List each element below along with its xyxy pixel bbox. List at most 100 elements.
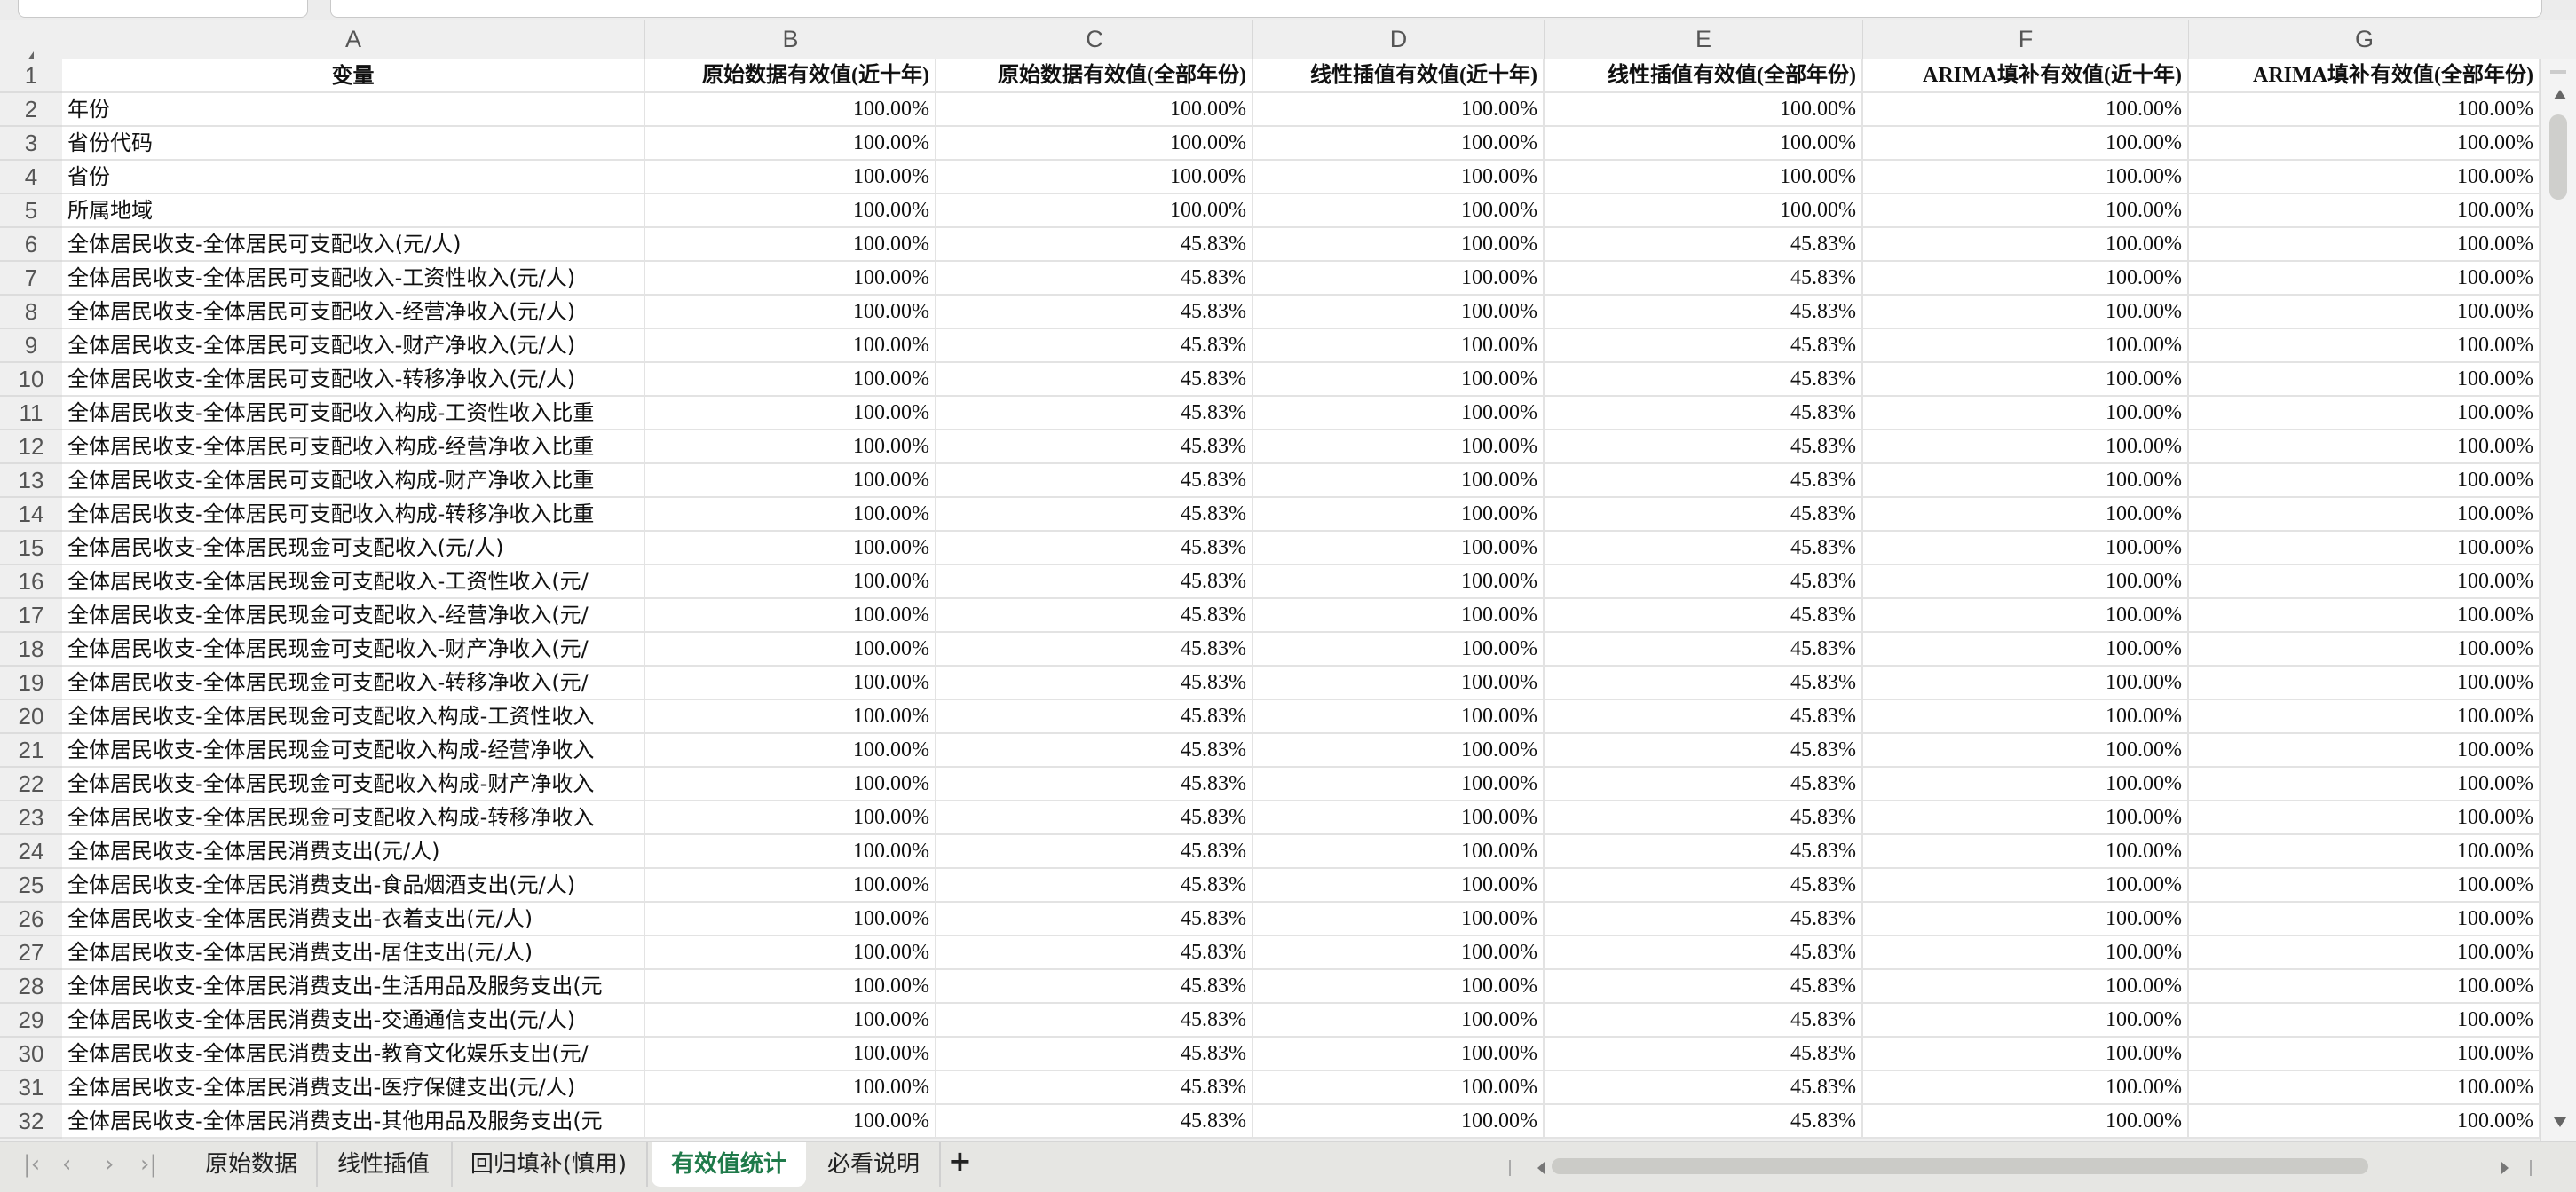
cell-variable[interactable]: 全体居民收支-全体居民可支配收入-转移净收入(元/人) bbox=[62, 363, 645, 397]
cell-orig-all[interactable]: 45.83% bbox=[936, 835, 1253, 869]
cell-arima-all[interactable]: 100.00% bbox=[2189, 430, 2540, 464]
cell-orig-10y[interactable]: 100.00% bbox=[645, 127, 936, 161]
cell-linear-10y[interactable]: 100.00% bbox=[1253, 565, 1545, 599]
cell-orig-10y[interactable]: 100.00% bbox=[645, 970, 936, 1004]
cell-arima-10y[interactable]: 100.00% bbox=[1863, 768, 2189, 801]
cell-orig-all[interactable]: 45.83% bbox=[936, 700, 1253, 734]
cell-orig-10y[interactable]: 100.00% bbox=[645, 835, 936, 869]
cell-linear-all[interactable]: 45.83% bbox=[1545, 464, 1863, 498]
row-number[interactable]: 30 bbox=[0, 1038, 62, 1071]
header-cell-orig-10y[interactable]: 原始数据有效值(近十年) bbox=[645, 59, 936, 93]
cell-linear-10y[interactable]: 100.00% bbox=[1253, 464, 1545, 498]
cell-arima-all[interactable]: 100.00% bbox=[2189, 464, 2540, 498]
cell-arima-all[interactable]: 100.00% bbox=[2189, 700, 2540, 734]
row-number[interactable]: 12 bbox=[0, 430, 62, 464]
cell-arima-all[interactable]: 100.00% bbox=[2189, 329, 2540, 363]
cell-arima-10y[interactable]: 100.00% bbox=[1863, 869, 2189, 903]
cell-linear-10y[interactable]: 100.00% bbox=[1253, 1004, 1545, 1038]
cell-linear-all[interactable]: 45.83% bbox=[1545, 565, 1863, 599]
cell-orig-all[interactable]: 45.83% bbox=[936, 296, 1253, 329]
cell-linear-all[interactable]: 45.83% bbox=[1545, 869, 1863, 903]
row-number[interactable]: 10 bbox=[0, 363, 62, 397]
cell-orig-all[interactable]: 45.83% bbox=[936, 565, 1253, 599]
row-number[interactable]: 15 bbox=[0, 532, 62, 565]
cell-orig-all[interactable]: 45.83% bbox=[936, 633, 1253, 667]
cell-orig-10y[interactable]: 100.00% bbox=[645, 734, 936, 768]
cell-variable[interactable]: 全体居民收支-全体居民可支配收入(元/人) bbox=[62, 228, 645, 262]
cell-arima-10y[interactable]: 100.00% bbox=[1863, 194, 2189, 228]
cell-arima-all[interactable]: 100.00% bbox=[2189, 565, 2540, 599]
cell-linear-all[interactable]: 100.00% bbox=[1545, 93, 1863, 127]
row-number[interactable]: 5 bbox=[0, 194, 62, 228]
header-cell-linear-10y[interactable]: 线性插值有效值(近十年) bbox=[1253, 59, 1545, 93]
column-header-f[interactable]: F bbox=[1863, 20, 2189, 59]
cell-arima-all[interactable]: 100.00% bbox=[2189, 1071, 2540, 1105]
cell-arima-10y[interactable]: 100.00% bbox=[1863, 1004, 2189, 1038]
cell-orig-all[interactable]: 45.83% bbox=[936, 869, 1253, 903]
cell-linear-all[interactable]: 45.83% bbox=[1545, 970, 1863, 1004]
cell-arima-10y[interactable]: 100.00% bbox=[1863, 633, 2189, 667]
cell-orig-all[interactable]: 45.83% bbox=[936, 329, 1253, 363]
cell-arima-10y[interactable]: 100.00% bbox=[1863, 1071, 2189, 1105]
cell-linear-all[interactable]: 45.83% bbox=[1545, 835, 1863, 869]
cell-arima-10y[interactable]: 100.00% bbox=[1863, 1038, 2189, 1071]
cell-arima-all[interactable]: 100.00% bbox=[2189, 262, 2540, 296]
cell-orig-10y[interactable]: 100.00% bbox=[645, 667, 936, 700]
cell-variable[interactable]: 全体居民收支-全体居民消费支出-教育文化娱乐支出(元/ bbox=[62, 1038, 645, 1071]
cell-orig-all[interactable]: 45.83% bbox=[936, 430, 1253, 464]
cell-arima-10y[interactable]: 100.00% bbox=[1863, 903, 2189, 936]
cell-orig-10y[interactable]: 100.00% bbox=[645, 565, 936, 599]
cell-orig-10y[interactable]: 100.00% bbox=[645, 498, 936, 532]
row-number[interactable]: 17 bbox=[0, 599, 62, 633]
row-number[interactable]: 32 bbox=[0, 1105, 62, 1139]
cell-variable[interactable]: 全体居民收支-全体居民可支配收入构成-转移净收入比重 bbox=[62, 498, 645, 532]
cell-linear-all[interactable]: 45.83% bbox=[1545, 532, 1863, 565]
cell-arima-10y[interactable]: 100.00% bbox=[1863, 667, 2189, 700]
column-header-g[interactable]: G bbox=[2189, 20, 2540, 59]
cell-arima-10y[interactable]: 100.00% bbox=[1863, 970, 2189, 1004]
cell-arima-all[interactable]: 100.00% bbox=[2189, 532, 2540, 565]
cell-arima-all[interactable]: 100.00% bbox=[2189, 1038, 2540, 1071]
cell-orig-all[interactable]: 45.83% bbox=[936, 1038, 1253, 1071]
cell-orig-10y[interactable]: 100.00% bbox=[645, 296, 936, 329]
cell-orig-10y[interactable]: 100.00% bbox=[645, 936, 936, 970]
row-number[interactable]: 3 bbox=[0, 127, 62, 161]
cell-linear-10y[interactable]: 100.00% bbox=[1253, 194, 1545, 228]
cell-linear-10y[interactable]: 100.00% bbox=[1253, 700, 1545, 734]
cell-linear-10y[interactable]: 100.00% bbox=[1253, 397, 1545, 430]
cell-linear-all[interactable]: 45.83% bbox=[1545, 700, 1863, 734]
cell-arima-10y[interactable]: 100.00% bbox=[1863, 262, 2189, 296]
cell-arima-all[interactable]: 100.00% bbox=[2189, 498, 2540, 532]
cell-linear-all[interactable]: 100.00% bbox=[1545, 161, 1863, 194]
column-header-d[interactable]: D bbox=[1253, 20, 1545, 59]
cell-linear-all[interactable]: 45.83% bbox=[1545, 296, 1863, 329]
row-number[interactable]: 31 bbox=[0, 1071, 62, 1105]
cell-orig-all[interactable]: 45.83% bbox=[936, 936, 1253, 970]
cell-linear-10y[interactable]: 100.00% bbox=[1253, 161, 1545, 194]
scroll-up-icon[interactable] bbox=[2554, 90, 2566, 99]
cell-linear-all[interactable]: 45.83% bbox=[1545, 734, 1863, 768]
cell-linear-10y[interactable]: 100.00% bbox=[1253, 869, 1545, 903]
row-number[interactable]: 9 bbox=[0, 329, 62, 363]
cell-orig-all[interactable]: 45.83% bbox=[936, 667, 1253, 700]
cell-variable[interactable]: 全体居民收支-全体居民现金可支配收入-经营净收入(元/ bbox=[62, 599, 645, 633]
cell-orig-10y[interactable]: 100.00% bbox=[645, 397, 936, 430]
cell-arima-all[interactable]: 100.00% bbox=[2189, 970, 2540, 1004]
cell-linear-10y[interactable]: 100.00% bbox=[1253, 296, 1545, 329]
cell-arima-10y[interactable]: 100.00% bbox=[1863, 161, 2189, 194]
cell-arima-10y[interactable]: 100.00% bbox=[1863, 296, 2189, 329]
tab-valid-value-stats[interactable]: 有效值统计 bbox=[652, 1142, 806, 1187]
cell-linear-all[interactable]: 45.83% bbox=[1545, 397, 1863, 430]
cell-linear-10y[interactable]: 100.00% bbox=[1253, 127, 1545, 161]
cell-linear-all[interactable]: 45.83% bbox=[1545, 936, 1863, 970]
cell-linear-10y[interactable]: 100.00% bbox=[1253, 329, 1545, 363]
cell-linear-10y[interactable]: 100.00% bbox=[1253, 1038, 1545, 1071]
cell-arima-all[interactable]: 100.00% bbox=[2189, 1105, 2540, 1139]
cell-variable[interactable]: 全体居民收支-全体居民可支配收入-工资性收入(元/人) bbox=[62, 262, 645, 296]
cell-orig-all[interactable]: 45.83% bbox=[936, 397, 1253, 430]
cell-linear-10y[interactable]: 100.00% bbox=[1253, 1071, 1545, 1105]
cell-orig-all[interactable]: 45.83% bbox=[936, 1004, 1253, 1038]
cell-linear-10y[interactable]: 100.00% bbox=[1253, 599, 1545, 633]
cell-linear-all[interactable]: 45.83% bbox=[1545, 667, 1863, 700]
cell-orig-all[interactable]: 45.83% bbox=[936, 599, 1253, 633]
